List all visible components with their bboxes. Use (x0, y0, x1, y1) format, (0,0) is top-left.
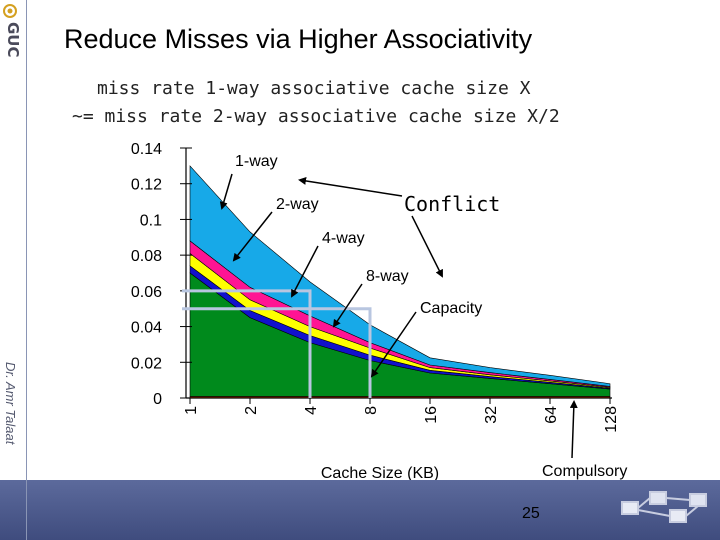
annotation-4-way: 4-way (322, 230, 365, 247)
left-margin-rule (26, 0, 27, 480)
annotation-arrow-conflict (411, 215, 443, 278)
annotation-arrow-compulsory (569, 400, 578, 459)
y-tick-label: 0.12 (131, 177, 162, 194)
annotation-2-way: 2-way (276, 196, 319, 213)
annotation-compulsory: Compulsory (542, 463, 627, 480)
footer-bar: 25 (0, 480, 720, 540)
annotation-arrow-4-way (291, 245, 319, 298)
subtitle-line-2: ~= miss rate 2-way associative cache siz… (72, 106, 560, 127)
slide-title: Reduce Misses via Higher Associativity (64, 24, 533, 54)
subtitle-line-1: miss rate 1-way associative cache size X (97, 78, 531, 99)
annotation-arrow-8-way (332, 283, 363, 328)
annotation-arrow-1-way (219, 173, 233, 210)
annotation-arrow-conflict (298, 176, 403, 197)
y-tick-label: 0.08 (131, 248, 162, 265)
y-tick-label: 0.14 (131, 141, 162, 158)
annotation-conflict: Conflict (404, 192, 500, 216)
annotation-8-way: 8-way (366, 268, 409, 285)
x-tick-label: 128 (603, 406, 620, 433)
area-1-way (189, 165, 611, 387)
x-tick-label: 2 (243, 406, 260, 415)
x-axis-title: Cache Size (KB) (321, 465, 439, 480)
author-vertical-text: Dr. Amr Talaat (3, 362, 18, 445)
x-tick-label: 64 (543, 406, 560, 424)
page-number: 25 (522, 505, 540, 522)
x-tick-label: 16 (423, 406, 440, 424)
guide-line-8kb (182, 307, 372, 398)
annotation-capacity: Capacity (420, 300, 482, 317)
annotation-1-way: 1-way (235, 153, 278, 170)
annotation-arrow-capacity (370, 311, 417, 378)
x-tick-label: 1 (183, 406, 200, 415)
decorative-cube-icon (621, 491, 707, 523)
y-tick-label: 0 (153, 391, 162, 408)
x-tick-label: 4 (303, 406, 320, 415)
guc-logo-text: GUC (4, 22, 22, 58)
y-tick-label: 0.02 (131, 355, 162, 372)
guide-line-4kb (182, 289, 312, 398)
guc-logo-icon (3, 4, 17, 18)
annotation-arrow-2-way (232, 211, 273, 262)
y-tick-label: 0.04 (131, 320, 162, 337)
miss-rate-chart: 0 0.02 0.04 0.06 0.08 0.1 0.12 0.14 1 2 4 8 16 32 64 12… (131, 141, 628, 480)
x-tick-label: 32 (483, 406, 500, 424)
y-tick-label: 0.06 (131, 284, 162, 301)
footer-rule (26, 480, 27, 540)
y-tick-label: 0.1 (140, 212, 162, 229)
x-tick-label: 8 (363, 406, 380, 415)
